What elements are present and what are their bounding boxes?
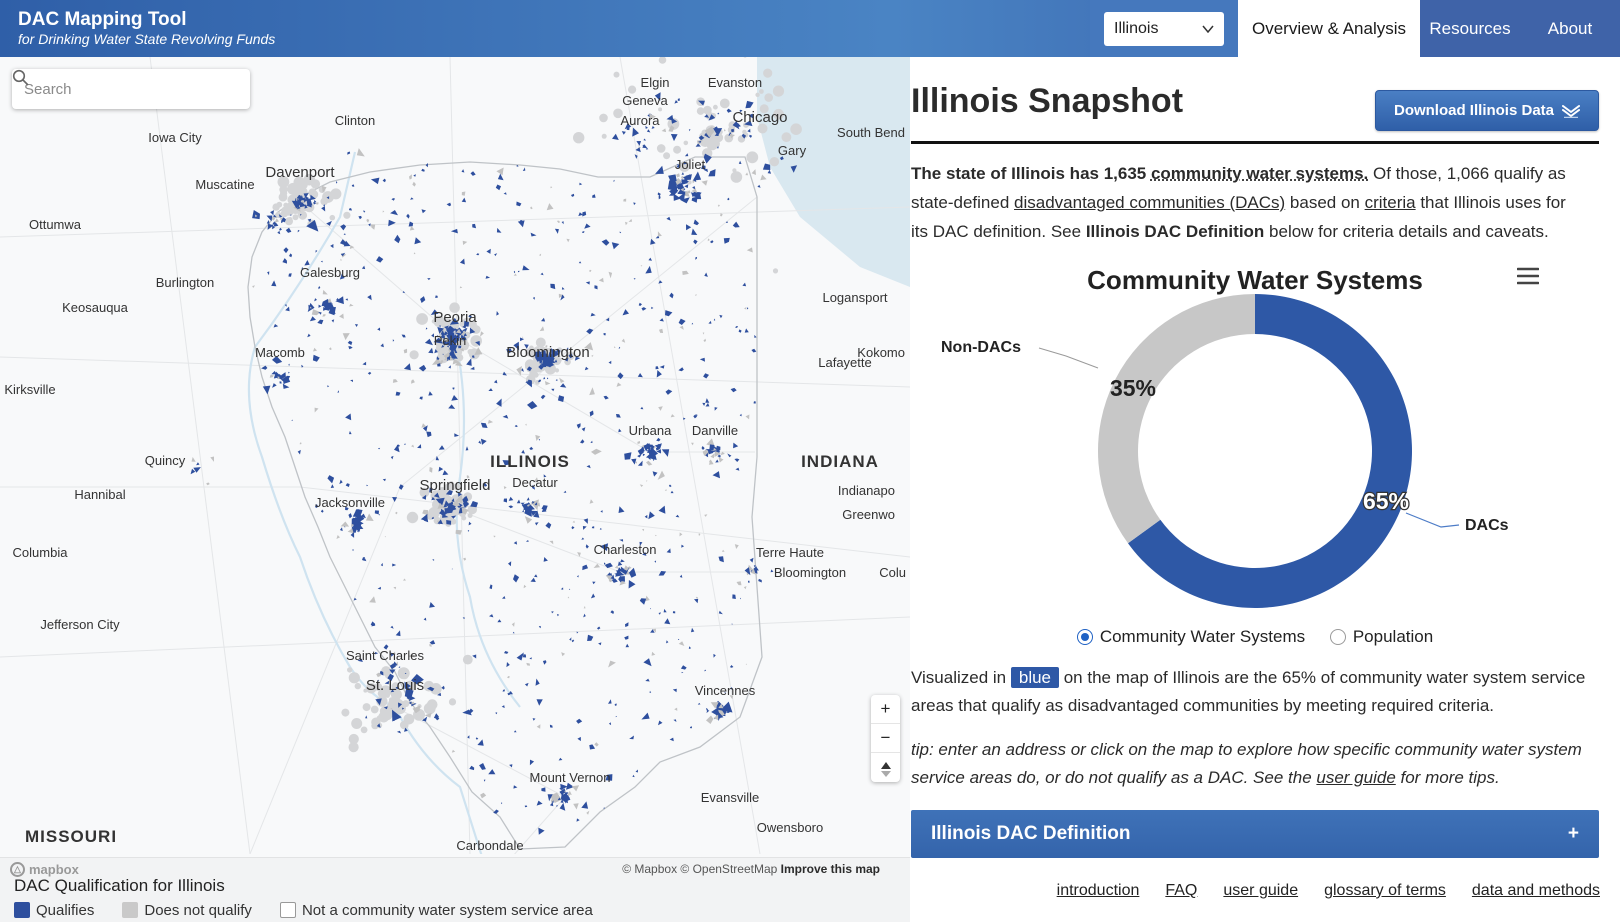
svg-text:Saint Charles: Saint Charles [346, 648, 425, 663]
svg-text:Logansport: Logansport [822, 290, 887, 305]
svg-text:Elgin: Elgin [641, 75, 670, 90]
svg-text:Terre Haute: Terre Haute [756, 545, 824, 560]
svg-text:Iowa City: Iowa City [148, 130, 202, 145]
svg-text:MISSOURI: MISSOURI [25, 827, 117, 846]
svg-text:Pekin: Pekin [434, 333, 467, 348]
svg-text:Galesburg: Galesburg [300, 265, 360, 280]
svg-text:Urbana: Urbana [629, 423, 672, 438]
svg-text:DACs: DACs [1465, 517, 1509, 534]
svg-text:Evanston: Evanston [708, 75, 762, 90]
svg-text:Quincy: Quincy [145, 453, 186, 468]
svg-text:Clinton: Clinton [335, 113, 375, 128]
svg-text:Hannibal: Hannibal [74, 487, 125, 502]
svg-text:Keosauqua: Keosauqua [62, 300, 129, 315]
svg-text:Ottumwa: Ottumwa [29, 217, 82, 232]
svg-text:Joliet: Joliet [675, 157, 706, 172]
svg-text:Davenport: Davenport [265, 164, 335, 181]
svg-text:South Bend: South Bend [837, 125, 905, 140]
svg-text:Jefferson City: Jefferson City [40, 617, 120, 632]
svg-text:Danville: Danville [692, 423, 738, 438]
svg-text:Colu: Colu [879, 565, 906, 580]
svg-text:ILLINOIS: ILLINOIS [490, 452, 570, 471]
svg-text:Peoria: Peoria [433, 309, 477, 326]
svg-text:Non-DACs: Non-DACs [941, 339, 1021, 356]
svg-text:Bloomington: Bloomington [774, 565, 846, 580]
svg-text:Greenwo: Greenwo [842, 507, 895, 522]
svg-text:Jacksonville: Jacksonville [315, 495, 385, 510]
svg-text:Vincennes: Vincennes [695, 683, 756, 698]
svg-text:Decatur: Decatur [512, 475, 558, 490]
svg-text:INDIANA: INDIANA [801, 452, 879, 471]
svg-text:Kirksville: Kirksville [4, 382, 55, 397]
svg-text:Macomb: Macomb [255, 345, 305, 360]
svg-text:Gary: Gary [778, 143, 807, 158]
svg-text:Charleston: Charleston [594, 542, 657, 557]
svg-text:Geneva: Geneva [622, 93, 668, 108]
svg-text:Bloomington: Bloomington [506, 344, 589, 361]
svg-text:Mount Vernon: Mount Vernon [530, 770, 611, 785]
svg-text:Springfield: Springfield [420, 477, 491, 494]
svg-text:65%: 65% [1363, 488, 1409, 514]
svg-text:Evansville: Evansville [701, 790, 760, 805]
svg-text:Chicago: Chicago [732, 109, 787, 126]
svg-text:Muscatine: Muscatine [195, 177, 254, 192]
svg-text:Aurora: Aurora [620, 113, 660, 128]
svg-text:35%: 35% [1110, 375, 1156, 401]
svg-text:Carbondale: Carbondale [456, 838, 523, 853]
svg-text:Owensboro: Owensboro [757, 820, 823, 835]
svg-text:Indianapo: Indianapo [838, 483, 895, 498]
svg-text:Columbia: Columbia [13, 545, 69, 560]
svg-text:Burlington: Burlington [156, 275, 215, 290]
svg-text:Kokomo: Kokomo [857, 345, 905, 360]
svg-text:St. Louis: St. Louis [366, 677, 424, 694]
